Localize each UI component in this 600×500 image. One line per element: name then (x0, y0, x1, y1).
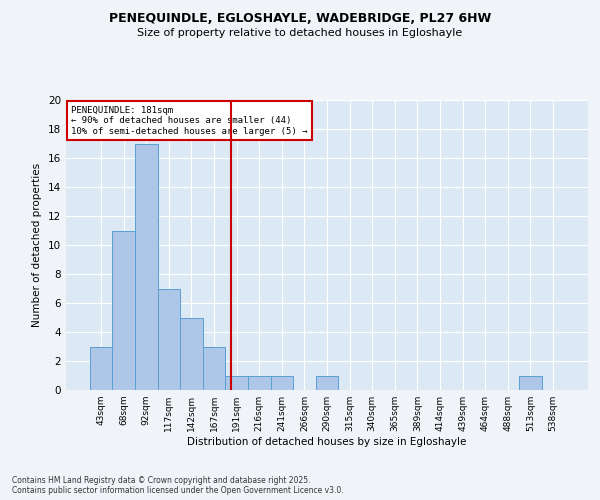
Text: PENEQUINDLE, EGLOSHAYLE, WADEBRIDGE, PL27 6HW: PENEQUINDLE, EGLOSHAYLE, WADEBRIDGE, PL2… (109, 12, 491, 26)
Text: Contains HM Land Registry data © Crown copyright and database right 2025.
Contai: Contains HM Land Registry data © Crown c… (12, 476, 344, 495)
Y-axis label: Number of detached properties: Number of detached properties (32, 163, 43, 327)
X-axis label: Distribution of detached houses by size in Egloshayle: Distribution of detached houses by size … (187, 437, 467, 447)
Text: Size of property relative to detached houses in Egloshayle: Size of property relative to detached ho… (137, 28, 463, 38)
Bar (519, 376, 542, 390)
Bar (90, 346, 112, 390)
Text: PENEQUINDLE: 181sqm
← 90% of detached houses are smaller (44)
10% of semi-detach: PENEQUINDLE: 181sqm ← 90% of detached ho… (71, 106, 308, 136)
Bar (135, 144, 158, 390)
Bar (271, 376, 293, 390)
Bar (112, 230, 135, 390)
Bar (180, 318, 203, 390)
Bar (203, 346, 226, 390)
Bar (316, 376, 338, 390)
Bar (158, 288, 180, 390)
Bar (248, 376, 271, 390)
Bar (226, 376, 248, 390)
